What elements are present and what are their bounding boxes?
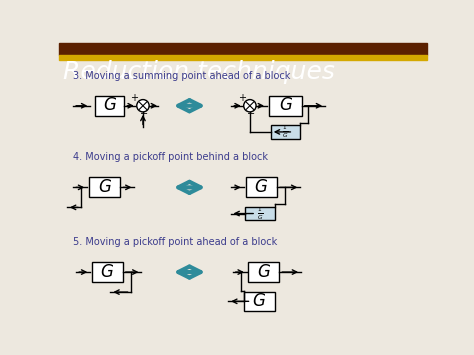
Text: +: + — [130, 93, 137, 103]
Circle shape — [137, 100, 149, 112]
Bar — [271, 125, 300, 139]
Text: $G$: $G$ — [255, 179, 269, 196]
Text: Reduction techniques: Reduction techniques — [63, 60, 335, 83]
Text: $G$: $G$ — [252, 293, 266, 310]
Text: $\frac{1}{G}$: $\frac{1}{G}$ — [283, 124, 289, 140]
Bar — [90, 178, 120, 197]
Text: $G$: $G$ — [98, 179, 112, 196]
Text: $G$: $G$ — [279, 97, 292, 114]
Text: 3. Moving a summing point ahead of a block: 3. Moving a summing point ahead of a blo… — [73, 71, 291, 81]
Bar — [246, 178, 277, 197]
Circle shape — [244, 100, 256, 112]
Text: +: + — [238, 93, 246, 103]
Text: −: − — [140, 109, 148, 119]
Text: 4. Moving a pickoff point behind a block: 4. Moving a pickoff point behind a block — [73, 152, 268, 162]
Bar — [59, 55, 427, 60]
Text: $G$: $G$ — [102, 97, 117, 114]
Bar — [95, 96, 124, 116]
Bar — [248, 262, 279, 282]
Text: $\frac{1}{G}$: $\frac{1}{G}$ — [257, 205, 263, 222]
Bar — [92, 262, 123, 282]
Bar — [244, 292, 275, 311]
Text: $G$: $G$ — [100, 263, 114, 280]
Bar — [245, 207, 275, 220]
Text: −: − — [247, 109, 255, 119]
Bar — [59, 43, 427, 55]
Bar — [269, 96, 302, 116]
Text: 5. Moving a pickoff point ahead of a block: 5. Moving a pickoff point ahead of a blo… — [73, 237, 277, 247]
Text: $G$: $G$ — [257, 263, 271, 280]
